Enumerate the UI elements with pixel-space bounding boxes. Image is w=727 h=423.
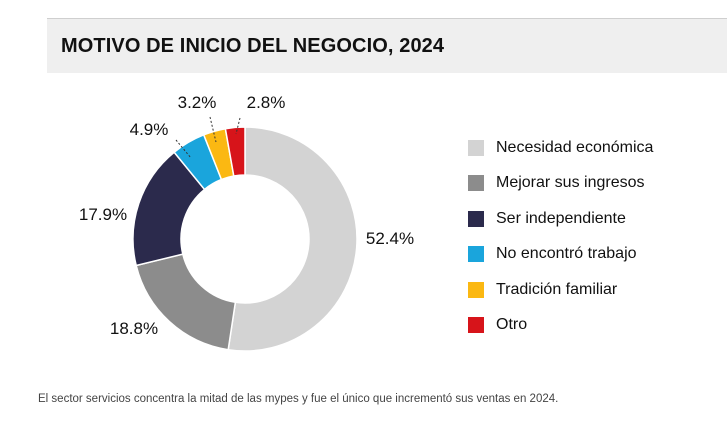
legend-item-tradicion-familiar: Tradición familiar	[468, 272, 718, 308]
top-divider	[47, 18, 727, 19]
legend-item-ser-independiente: Ser independiente	[468, 201, 718, 237]
donut-chart: 52.4% 18.8% 17.9% 4.9% 3.2% 2.8%	[79, 93, 414, 352]
legend-label: Mejorar sus ingresos	[496, 174, 645, 192]
data-label-mejorar-sus-ingresos: 18.8%	[110, 319, 158, 338]
data-label-no-encontro-trabajo: 4.9%	[130, 120, 169, 139]
legend-item-otro: Otro	[468, 308, 718, 344]
legend-swatch	[468, 210, 484, 227]
legend-swatch	[468, 281, 484, 298]
leader-line-tradicion-familiar	[209, 116, 217, 143]
legend-label: Necesidad económica	[496, 138, 654, 156]
donut-slice-otro	[224, 126, 246, 177]
donut-slice-necesidad-economica	[227, 126, 358, 352]
legend-swatch	[468, 317, 484, 334]
data-label-ser-independiente: 17.9%	[79, 205, 127, 224]
legend-swatch	[468, 246, 484, 263]
legend-label: Otro	[496, 316, 528, 334]
legend-item-necesidad-economica: Necesidad económica	[468, 130, 718, 166]
legend-swatch	[468, 175, 484, 192]
leader-line-otro	[235, 117, 241, 135]
data-label-otro: 2.8%	[247, 93, 286, 112]
legend-item-mejorar-sus-ingresos: Mejorar sus ingresos	[468, 166, 718, 202]
legend-label: Tradición familiar	[496, 280, 618, 298]
data-label-tradicion-familiar: 3.2%	[178, 93, 217, 112]
image-caption: El sector servicios concentra la mitad d…	[38, 393, 559, 405]
data-label-necesidad-economica: 52.4%	[366, 229, 414, 248]
title-band: MOTIVO DE INICIO DEL NEGOCIO, 2024	[47, 19, 727, 73]
chart-legend: Necesidad económica Mejorar sus ingresos S…	[468, 130, 718, 343]
legend-item-no-encontro-trabajo: No encontró trabajo	[468, 237, 718, 273]
chart-title: MOTIVO DE INICIO DEL NEGOCIO, 2024	[61, 35, 445, 57]
legend-swatch	[468, 139, 484, 156]
legend-label: No encontró trabajo	[496, 245, 637, 263]
legend-label: Ser independiente	[496, 209, 626, 227]
